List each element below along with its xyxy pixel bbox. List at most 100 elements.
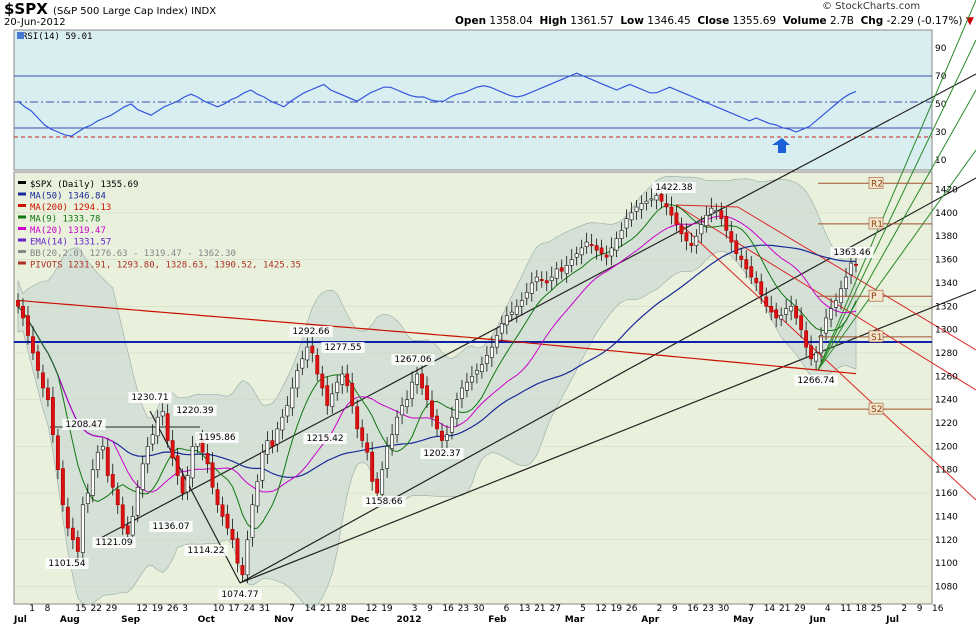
legend-swatch <box>18 238 26 242</box>
x-tick-label: 4 <box>825 604 831 614</box>
candle-body <box>100 446 105 451</box>
annotation-bg <box>652 182 696 193</box>
candle-body <box>819 335 824 354</box>
annotation-bg <box>45 558 89 569</box>
candle-body <box>514 305 519 315</box>
candle-body <box>420 373 424 389</box>
candle-body <box>325 385 330 406</box>
candle-body <box>674 212 679 225</box>
candle-body <box>574 253 579 258</box>
x-tick-label: 14 <box>305 604 317 614</box>
pivot-label: R2 <box>871 179 883 189</box>
x-tick-label: 8 <box>45 604 51 614</box>
x-tick-label: Oct <box>198 615 216 625</box>
candle-body <box>375 478 380 494</box>
pivot-box <box>868 402 884 415</box>
candle-body <box>440 430 444 441</box>
x-tick-label: 9 <box>427 604 433 614</box>
red-channel-lower <box>675 219 976 501</box>
x-tick-label: 28 <box>335 604 347 614</box>
pivot-box <box>868 289 884 302</box>
price-annotation: 1267.06 <box>394 355 431 365</box>
green-fan-1 <box>817 0 976 371</box>
price-annotation: 1215.42 <box>306 434 343 444</box>
candle-body <box>145 446 150 465</box>
annotation-bg <box>794 375 838 386</box>
candle-body <box>215 489 220 506</box>
y-tick-label: 1100 <box>935 559 958 569</box>
candle-body <box>734 240 739 255</box>
candle-body <box>729 231 734 243</box>
candle-body <box>759 281 764 295</box>
candle-body <box>769 305 774 313</box>
candle-body <box>799 315 804 330</box>
candle-body <box>255 481 260 507</box>
candle-body <box>460 387 464 399</box>
rsi-panel-bg <box>13 29 933 171</box>
high-value: 1361.57 <box>570 15 614 27</box>
x-tick-label: 19 <box>152 604 164 614</box>
annotation-bg <box>128 392 172 403</box>
ohlc-bar: Open 1358.04 High 1361.57 Low 1346.45 Cl… <box>455 15 974 27</box>
annotation-bg <box>173 405 217 416</box>
rsi-tick-label: 50 <box>935 100 947 110</box>
x-tick-label: 3 <box>412 604 418 614</box>
ticker-symbol: $SPX (S&P 500 Large Cap Index) INDX <box>4 0 216 18</box>
candle-body <box>824 317 828 334</box>
candle-body <box>285 405 290 417</box>
x-tick-label: 26 <box>626 604 638 614</box>
stockcharts-logo[interactable]: © StockCharts.com <box>822 1 921 12</box>
y-tick-label: 1400 <box>935 209 958 219</box>
x-tick-label: 21 <box>534 604 545 614</box>
x-tick-label: 12 <box>136 604 147 614</box>
x-tick-label: 16 <box>442 604 454 614</box>
legend-entry: MA(9) 1333.78 <box>30 215 100 225</box>
legend-entry: $SPX (Daily) 1355.69 <box>30 180 138 190</box>
candle-body <box>634 206 639 212</box>
pivot-box <box>868 176 884 189</box>
channel-middle-line <box>239 177 976 584</box>
candle-body <box>46 387 50 400</box>
candle-body <box>714 210 719 213</box>
candle-body <box>385 446 390 469</box>
candle-body <box>479 364 484 372</box>
x-tick-label: 2 <box>901 604 907 614</box>
x-tick-label: 16 <box>932 604 944 614</box>
candle-body <box>609 247 614 257</box>
x-tick-label: 2 <box>657 604 663 614</box>
candle-body <box>854 263 858 266</box>
annotation-bg <box>362 496 406 507</box>
bollinger-band <box>17 175 857 609</box>
chg-label: Chg <box>860 15 884 27</box>
candle-body <box>544 280 549 284</box>
pivot-box <box>868 330 884 343</box>
rsi-tick-label: 70 <box>935 72 947 82</box>
pivot-label: S1 <box>871 333 882 343</box>
candle-body <box>639 203 644 210</box>
legend-swatch <box>18 261 26 265</box>
legend-entry: MA(20) 1319.47 <box>30 226 106 236</box>
x-tick-label: 25 <box>871 604 882 614</box>
candle-body <box>484 355 489 364</box>
candle-body <box>529 282 534 294</box>
candle-body <box>260 451 265 481</box>
y-tick-label: 1280 <box>935 349 958 359</box>
x-tick-label: 19 <box>611 604 623 614</box>
candle-body <box>31 336 35 354</box>
legend-entry: MA(50) 1346.84 <box>30 192 106 202</box>
candle-body <box>450 416 454 433</box>
x-tick-label: 23 <box>458 604 469 614</box>
y-tick-label: 1320 <box>935 302 958 312</box>
candle-body <box>50 397 55 436</box>
rsi-legend-swatch <box>17 32 24 39</box>
candle-body <box>679 225 684 235</box>
chart-date: 20-Jun-2012 <box>4 17 66 28</box>
price-annotation: 1277.55 <box>324 343 361 353</box>
candle-body <box>170 440 175 459</box>
candle-body <box>26 315 30 336</box>
ma50-line <box>17 244 857 478</box>
close-label: Close <box>697 15 730 27</box>
chg-value: -2.29 (-0.17%) <box>886 15 963 27</box>
x-tick-label: 12 <box>595 604 606 614</box>
